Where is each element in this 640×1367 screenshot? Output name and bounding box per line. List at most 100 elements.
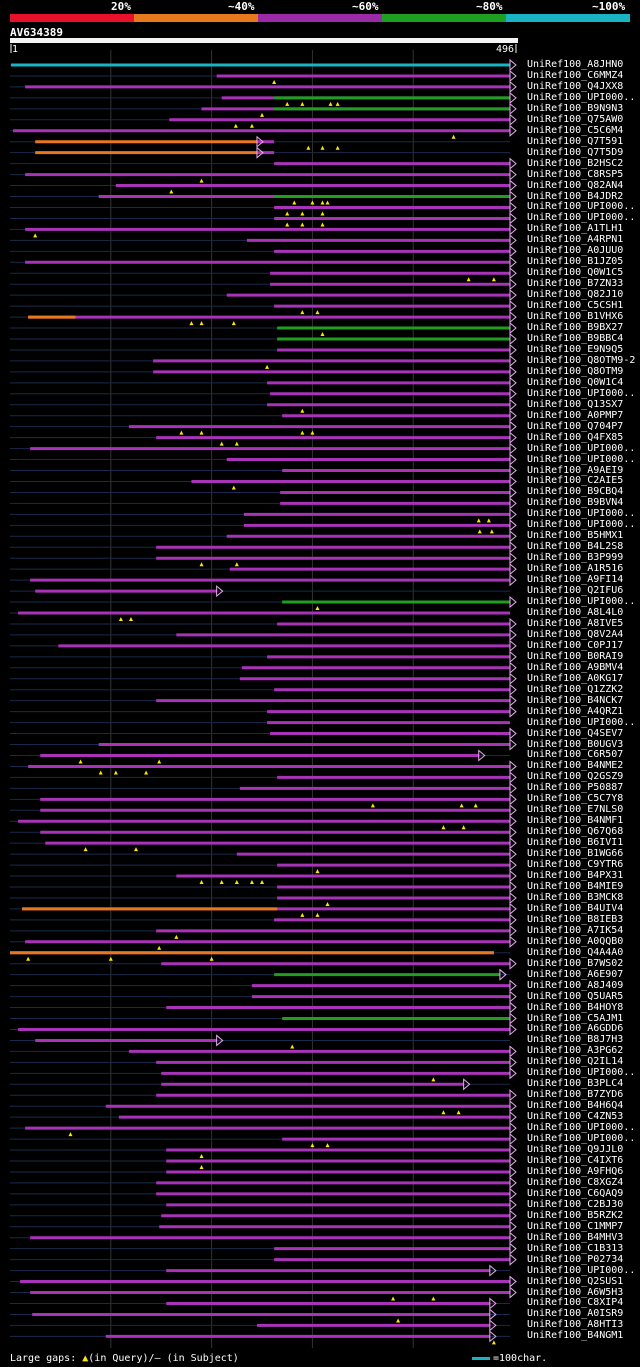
hit-label[interactable]: UniRef100_B7ZN33 — [527, 278, 624, 290]
hit-label[interactable]: UniRef100_A0KG17 — [527, 672, 624, 684]
hit-label[interactable]: UniRef100_UPI000.. — [527, 1133, 636, 1145]
hit-label[interactable]: UniRef100_Q2SUS1 — [527, 1275, 624, 1287]
hit-label[interactable]: UniRef100_C1B313 — [527, 1242, 624, 1254]
hit-label[interactable]: UniRef100_A9FI14 — [527, 574, 624, 586]
hit-label[interactable]: UniRef100_A4RPN1 — [527, 234, 624, 246]
hit-label[interactable]: UniRef100_A3PG62 — [527, 1045, 624, 1057]
hit-label[interactable]: UniRef100_UPI000.. — [527, 387, 636, 399]
hit-label[interactable]: UniRef100_A8JHN0 — [527, 59, 624, 70]
hit-label[interactable]: UniRef100_E9N9Q5 — [527, 343, 624, 355]
hit-label[interactable]: UniRef100_A9BMV4 — [527, 661, 624, 673]
hit-label[interactable]: UniRef100_Q0W1C4 — [527, 376, 624, 388]
hit-label[interactable]: UniRef100_A4QRZ1 — [527, 705, 624, 717]
hit-label[interactable]: UniRef100_B5RZK2 — [527, 1209, 624, 1221]
hit-label[interactable]: UniRef100_Q8OTM9-2 — [527, 354, 636, 366]
hit-label[interactable]: UniRef100_B4NME2 — [527, 760, 624, 772]
hit-label[interactable]: UniRef100_Q67Q68 — [527, 826, 624, 838]
hit-label[interactable]: UniRef100_A8HTI3 — [527, 1319, 624, 1331]
hit-label[interactable]: UniRef100_A7IK54 — [527, 924, 624, 936]
hit-label[interactable]: UniRef100_C6QAQ9 — [527, 1187, 624, 1199]
hit-label[interactable]: UniRef100_B4NGM1 — [527, 1330, 624, 1342]
hit-label[interactable]: UniRef100_B9CBQ4 — [527, 486, 624, 498]
hit-label[interactable]: UniRef100_B1VHX6 — [527, 311, 624, 323]
hit-label[interactable]: UniRef100_B3PLC4 — [527, 1078, 624, 1090]
hit-label[interactable]: UniRef100_C5AJM1 — [527, 1012, 624, 1024]
hit-label[interactable]: UniRef100_Q7T5D9 — [527, 146, 624, 158]
hit-label[interactable]: UniRef100_A0ISR9 — [527, 1308, 624, 1320]
hit-label[interactable]: UniRef100_B9BX27 — [527, 322, 624, 334]
hit-label[interactable]: UniRef100_A1R516 — [527, 563, 624, 575]
hit-label[interactable]: UniRef100_Q4JXX8 — [527, 80, 624, 92]
hit-label[interactable]: UniRef100_C6MMZ4 — [527, 69, 624, 81]
hit-label[interactable]: UniRef100_Q4FX85 — [527, 431, 624, 443]
hit-label[interactable]: UniRef100_B5HMX1 — [527, 530, 624, 542]
hit-label[interactable]: UniRef100_E7NLS0 — [527, 804, 624, 816]
hit-label[interactable]: UniRef100_Q4SEV7 — [527, 727, 624, 739]
hit-label[interactable]: UniRef100_B3P999 — [527, 552, 624, 564]
hit-label[interactable]: UniRef100_C0PJ17 — [527, 639, 624, 651]
hit-label[interactable]: UniRef100_Q8V2A4 — [527, 628, 624, 640]
hit-label[interactable]: UniRef100_B8J7H3 — [527, 1034, 624, 1046]
hit-label[interactable]: UniRef100_A9FHQ6 — [527, 1165, 624, 1177]
hit-label[interactable]: UniRef100_Q9JJL0 — [527, 1144, 624, 1156]
hit-label[interactable]: UniRef100_B9BBC4 — [527, 333, 624, 344]
hit-label[interactable]: UniRef100_Q82J10 — [527, 289, 624, 301]
hit-label[interactable]: UniRef100_C2BJ30 — [527, 1198, 624, 1210]
hit-label[interactable]: UniRef100_B4L2S8 — [527, 541, 624, 553]
hit-label[interactable]: UniRef100_A0JUU0 — [527, 245, 624, 257]
hit-label[interactable]: UniRef100_Q7T591 — [527, 135, 624, 147]
hit-label[interactable]: UniRef100_UPI000.. — [527, 1067, 636, 1079]
hit-label[interactable]: UniRef100_UPI000.. — [527, 716, 636, 728]
hit-label[interactable]: UniRef100_B9BVN4 — [527, 497, 624, 509]
hit-label[interactable]: UniRef100_P02734 — [527, 1253, 624, 1265]
hit-label[interactable]: UniRef100_B0UGV3 — [527, 738, 624, 750]
hit-label[interactable]: UniRef100_B4MIE9 — [527, 881, 624, 892]
hit-label[interactable]: UniRef100_B7WS02 — [527, 957, 624, 969]
hit-label[interactable]: UniRef100_B0RAI9 — [527, 650, 624, 662]
hit-label[interactable]: UniRef100_C4IXT6 — [527, 1155, 624, 1166]
hit-label[interactable]: UniRef100_B1WG66 — [527, 848, 624, 860]
hit-label[interactable]: UniRef100_B7ZYD6 — [527, 1089, 624, 1101]
hit-label[interactable]: UniRef100_A0QQB0 — [527, 935, 624, 947]
hit-label[interactable]: UniRef100_C2AIE5 — [527, 475, 624, 487]
hit-label[interactable]: UniRef100_Q75AW0 — [527, 113, 624, 125]
hit-label[interactable]: UniRef100_C4ZN53 — [527, 1111, 624, 1123]
hit-label[interactable]: UniRef100_C8XIP4 — [527, 1297, 624, 1309]
hit-label[interactable]: UniRef100_C1MMP7 — [527, 1220, 624, 1232]
hit-label[interactable]: UniRef100_B8IEB3 — [527, 913, 624, 925]
hit-label[interactable]: UniRef100_UPI000.. — [527, 91, 636, 103]
hit-label[interactable]: UniRef100_Q13SX7 — [527, 398, 624, 410]
hit-label[interactable]: UniRef100_C5C7Y8 — [527, 793, 624, 805]
hit-label[interactable]: UniRef100_A1TLH1 — [527, 223, 624, 235]
hit-label[interactable]: UniRef100_A0PMP7 — [527, 409, 624, 421]
hit-label[interactable]: UniRef100_B3MCK8 — [527, 891, 624, 903]
hit-label[interactable]: UniRef100_A8IVE5 — [527, 617, 624, 629]
hit-label[interactable]: UniRef100_B4UIV4 — [527, 902, 624, 914]
hit-label[interactable]: UniRef100_B4NMF1 — [527, 815, 624, 827]
hit-label[interactable]: UniRef100_B9N9N3 — [527, 102, 624, 114]
hit-label[interactable]: UniRef100_UPI000.. — [527, 1264, 636, 1276]
hit-label[interactable]: UniRef100_Q4A4A0 — [527, 946, 624, 958]
hit-label[interactable]: UniRef100_UPI000.. — [527, 442, 636, 454]
hit-label[interactable]: UniRef100_C8RSP5 — [527, 168, 624, 180]
hit-label[interactable]: UniRef100_B4NCK7 — [527, 694, 624, 706]
hit-label[interactable]: UniRef100_UPI000.. — [527, 519, 636, 531]
hit-label[interactable]: UniRef100_A6GDD6 — [527, 1023, 624, 1035]
hit-label[interactable]: UniRef100_B2HSC2 — [527, 157, 624, 169]
hit-label[interactable]: UniRef100_UPI000.. — [527, 508, 636, 520]
hit-label[interactable]: UniRef100_B4PX31 — [527, 870, 624, 882]
hit-label[interactable]: UniRef100_A8L4L0 — [527, 607, 624, 618]
hit-label[interactable]: UniRef100_B4JDR2 — [527, 190, 624, 202]
hit-label[interactable]: UniRef100_Q82AN4 — [527, 179, 624, 191]
hit-label[interactable]: UniRef100_UPI000.. — [527, 201, 636, 213]
hit-label[interactable]: UniRef100_Q2IFU6 — [527, 585, 624, 597]
hit-label[interactable]: UniRef100_Q2IL14 — [527, 1056, 624, 1068]
hit-label[interactable]: UniRef100_Q5UAR5 — [527, 990, 624, 1002]
hit-label[interactable]: UniRef100_P50887 — [527, 782, 624, 794]
hit-label[interactable]: UniRef100_A9AEI9 — [527, 464, 624, 476]
hit-label[interactable]: UniRef100_Q2GSZ9 — [527, 771, 624, 783]
hit-label[interactable]: UniRef100_C9YTR6 — [527, 859, 624, 871]
hit-label[interactable]: UniRef100_UPI000.. — [527, 453, 636, 465]
hit-label[interactable]: UniRef100_UPI000.. — [527, 212, 636, 224]
hit-label[interactable]: UniRef100_B4HOY8 — [527, 1001, 624, 1013]
